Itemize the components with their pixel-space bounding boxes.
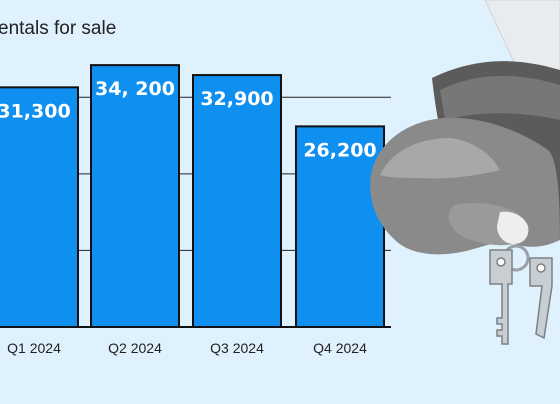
data-label: 31,300 bbox=[0, 100, 71, 122]
bar bbox=[295, 125, 385, 328]
category-label: Q2 2024 bbox=[108, 340, 162, 356]
category-label: Q1 2024 bbox=[7, 340, 61, 356]
category-label: Q3 2024 bbox=[210, 340, 264, 356]
bar bbox=[90, 64, 180, 329]
data-label: 26,200 bbox=[303, 139, 376, 161]
bar bbox=[0, 86, 79, 328]
chart-title: entals for sale bbox=[0, 18, 117, 39]
bar bbox=[192, 74, 282, 328]
data-label: 34, 200 bbox=[95, 78, 175, 100]
data-label: 32,900 bbox=[200, 88, 273, 110]
category-label: Q4 2024 bbox=[313, 340, 367, 356]
